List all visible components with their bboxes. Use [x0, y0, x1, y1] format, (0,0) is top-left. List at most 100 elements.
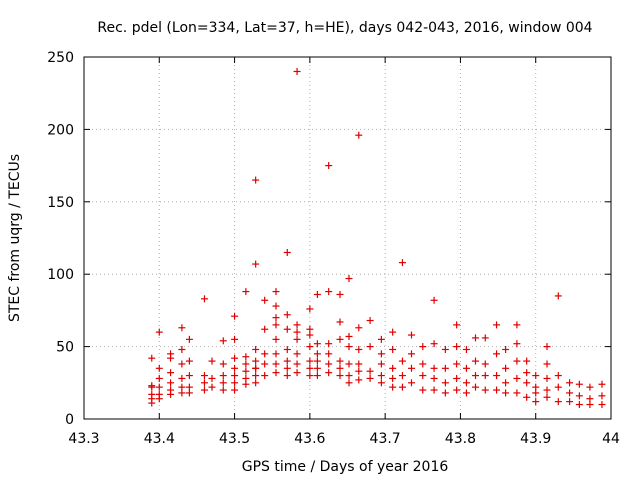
data-point — [543, 393, 551, 401]
y-tick-label: 250 — [47, 50, 74, 66]
data-point — [272, 335, 280, 343]
data-point — [543, 374, 551, 382]
data-point — [272, 360, 280, 368]
data-point — [493, 386, 501, 394]
data-point — [523, 393, 531, 401]
data-point — [453, 321, 461, 329]
data-point — [471, 357, 479, 365]
data-point — [355, 367, 363, 375]
data-point — [598, 380, 606, 388]
data-points — [148, 67, 606, 409]
data-point — [306, 305, 314, 313]
data-point — [272, 314, 280, 322]
data-point — [336, 357, 344, 365]
data-point — [355, 131, 363, 139]
data-point — [293, 335, 301, 343]
data-point — [598, 392, 606, 400]
data-point — [336, 318, 344, 326]
x-tick-label: 43.5 — [219, 431, 250, 447]
data-point — [283, 357, 291, 365]
data-point — [532, 372, 540, 380]
data-point — [252, 364, 260, 372]
data-point — [336, 364, 344, 372]
data-point — [441, 364, 449, 372]
data-point — [283, 248, 291, 256]
data-point — [336, 335, 344, 343]
data-point — [252, 345, 260, 353]
data-point — [407, 379, 415, 387]
data-point — [242, 380, 250, 388]
data-point — [481, 360, 489, 368]
x-tick-label: 43.6 — [294, 431, 325, 447]
data-point — [185, 335, 193, 343]
data-point — [306, 357, 314, 365]
data-point — [178, 374, 186, 382]
data-point — [513, 340, 521, 348]
data-point — [566, 389, 574, 397]
data-point — [377, 360, 385, 368]
data-point — [261, 296, 269, 304]
data-point — [543, 360, 551, 368]
data-point — [272, 350, 280, 358]
x-axis-label: GPS time / Days of year 2016 — [242, 459, 449, 475]
data-point — [167, 390, 175, 398]
x-tick-label: 43.7 — [370, 431, 401, 447]
data-point — [325, 369, 333, 377]
data-point — [208, 357, 216, 365]
data-point — [231, 386, 239, 394]
data-point — [366, 343, 374, 351]
y-tick-labels: 0 50 100 150 200 250 — [47, 50, 74, 428]
data-point — [355, 345, 363, 353]
data-point — [283, 345, 291, 353]
data-point — [441, 379, 449, 387]
data-point — [155, 395, 163, 403]
data-point — [272, 321, 280, 329]
data-point — [283, 325, 291, 333]
data-point — [345, 379, 353, 387]
data-point — [532, 389, 540, 397]
x-tick-label: 43.9 — [520, 431, 551, 447]
data-point — [471, 372, 479, 380]
data-point — [398, 259, 406, 267]
data-point — [306, 364, 314, 372]
data-point — [543, 343, 551, 351]
data-point — [325, 340, 333, 348]
data-point — [313, 357, 321, 365]
data-point — [293, 369, 301, 377]
data-point — [355, 324, 363, 332]
data-point — [261, 350, 269, 358]
data-point — [272, 302, 280, 310]
data-point — [167, 354, 175, 362]
data-point — [178, 389, 186, 397]
data-point — [325, 288, 333, 296]
data-point — [261, 325, 269, 333]
data-point — [493, 372, 501, 380]
data-point — [219, 379, 227, 387]
data-point — [185, 372, 193, 380]
data-point — [252, 260, 260, 268]
data-point — [345, 343, 353, 351]
data-point — [219, 386, 227, 394]
data-point — [407, 364, 415, 372]
data-point — [231, 312, 239, 320]
x-tick-label: 44 — [602, 431, 620, 447]
data-point — [377, 379, 385, 387]
x-tick-labels: 43.3 43.4 43.5 43.6 43.7 43.8 43.9 44 — [68, 431, 620, 447]
data-point — [523, 379, 531, 387]
grid-lines — [84, 57, 611, 419]
data-point — [389, 374, 397, 382]
data-point — [575, 380, 583, 388]
data-point — [148, 383, 156, 391]
data-point — [155, 364, 163, 372]
data-point — [148, 354, 156, 362]
data-point — [366, 374, 374, 382]
data-point — [155, 383, 163, 391]
data-point — [167, 369, 175, 377]
y-tick-label: 100 — [47, 267, 74, 283]
data-point — [430, 374, 438, 382]
data-point — [407, 350, 415, 358]
data-point — [242, 367, 250, 375]
data-point — [471, 383, 479, 391]
axis-ticks — [83, 56, 612, 420]
